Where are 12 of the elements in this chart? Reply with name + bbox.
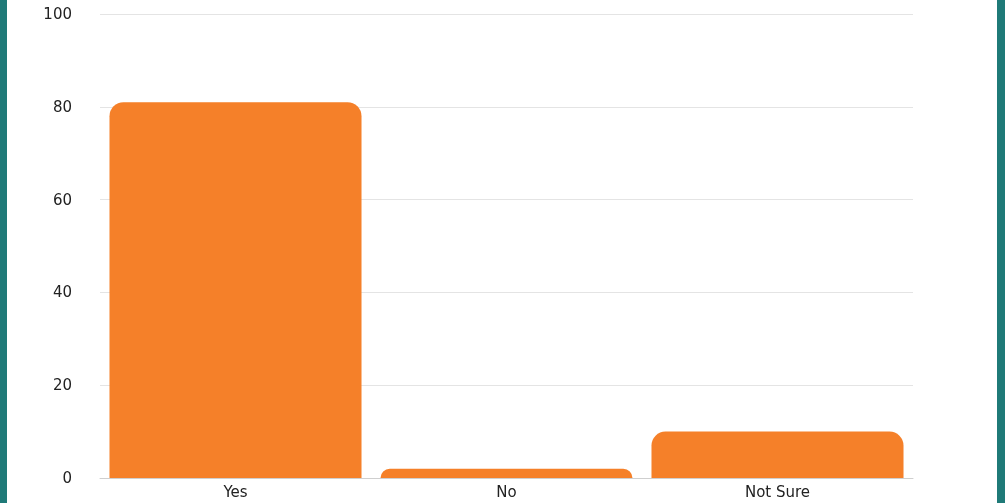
bar xyxy=(380,468,633,478)
bar xyxy=(109,102,362,478)
y-tick-label: 80 xyxy=(52,97,72,116)
y-tick-label: 60 xyxy=(52,190,72,209)
y-tick-label: 40 xyxy=(52,283,72,302)
y-tick-label: 100 xyxy=(43,5,72,23)
x-tick-label: Not Sure xyxy=(744,482,811,501)
bar xyxy=(651,431,904,478)
x-tick-label: No xyxy=(496,482,517,501)
x-tick-label: Yes xyxy=(222,482,248,501)
y-tick-label: 0 xyxy=(62,469,72,487)
y-tick-label: 20 xyxy=(52,376,72,395)
